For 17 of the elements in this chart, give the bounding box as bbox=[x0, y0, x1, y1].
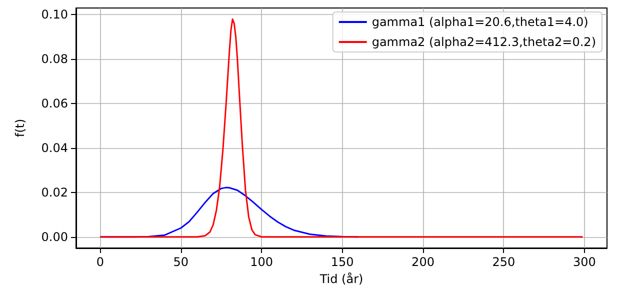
y-axis-title: f(t) bbox=[13, 118, 27, 138]
x-tick-label: 100 bbox=[250, 255, 274, 269]
y-tick-label: 0.04 bbox=[41, 141, 68, 155]
x-tick-label: 150 bbox=[330, 255, 354, 269]
y-tick-label: 0.08 bbox=[41, 52, 68, 66]
x-tick-label: 250 bbox=[492, 255, 516, 269]
x-axis-title: Tid (år) bbox=[318, 272, 364, 286]
x-tick-label: 50 bbox=[173, 255, 189, 269]
y-tick-label: 0.02 bbox=[41, 185, 68, 200]
legend-label: gamma2 (alpha2=412.3,theta2=0.2) bbox=[372, 35, 596, 49]
y-tick-label: 0.06 bbox=[41, 96, 68, 111]
y-tick-label: 0.10 bbox=[41, 8, 68, 22]
x-tick-label: 200 bbox=[412, 255, 434, 269]
y-tick-label: 0.00 bbox=[41, 230, 68, 244]
x-tick-label: 300 bbox=[572, 255, 596, 269]
x-tick-label: 0 bbox=[96, 255, 104, 269]
legend-label: gamma1 (alpha1=20.6,theta1=4.0) bbox=[372, 15, 588, 29]
